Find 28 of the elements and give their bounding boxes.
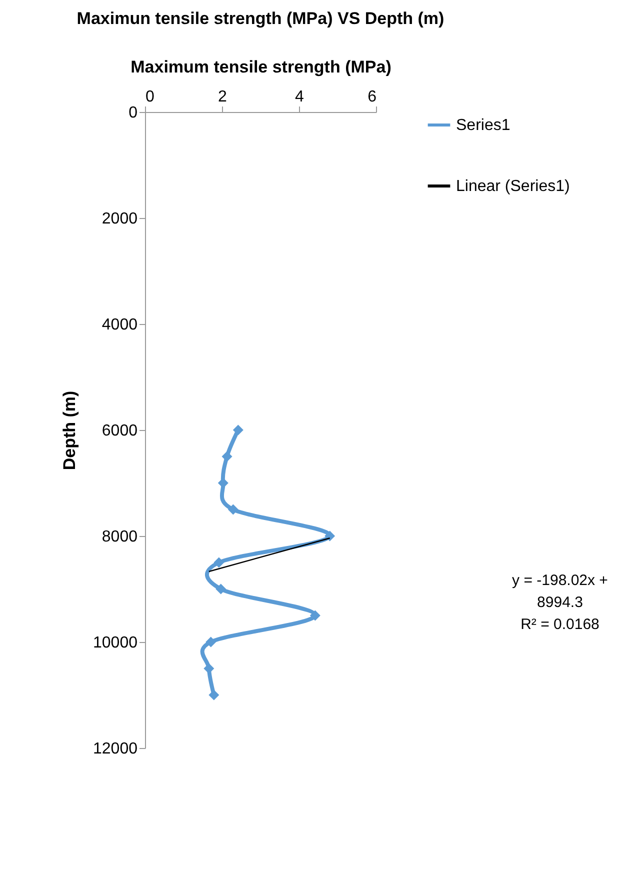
chart-title: Maximun tensile strength (MPa) VS Depth (m) <box>76 9 444 28</box>
x-tick-label: 0 <box>146 88 154 106</box>
legend-label: Linear (Series1) <box>456 178 570 195</box>
y-tick-label: 4000 <box>102 316 138 334</box>
x-tick-label: 4 <box>295 88 304 106</box>
y-tick-label: 12000 <box>93 740 138 758</box>
point <box>208 690 220 700</box>
text: y = -198.02x + 8994.3 <box>511 571 609 613</box>
x-axis-title: Maximum tensile strength (MPa) <box>130 58 392 76</box>
point <box>206 636 216 648</box>
y-tick-label: 8000 <box>102 528 138 546</box>
x-tick-label: 2 <box>218 88 228 106</box>
y-tick-label: 10000 <box>93 634 138 652</box>
y-axis-title: Depth (m) <box>60 390 80 470</box>
point <box>204 663 214 674</box>
point <box>310 610 320 621</box>
point <box>324 530 336 542</box>
point <box>232 424 244 436</box>
point <box>222 451 232 462</box>
y-tick-label: 6000 <box>102 422 138 440</box>
point <box>216 584 226 594</box>
x-tick-label: 6 <box>368 88 377 106</box>
y-tick-label: 0 <box>128 104 138 122</box>
y-tick-label: 2000 <box>102 210 138 228</box>
legend-label: Series1 <box>456 117 510 134</box>
text: R² = 0.0168 <box>520 615 600 635</box>
point <box>228 504 238 515</box>
point <box>214 557 224 568</box>
